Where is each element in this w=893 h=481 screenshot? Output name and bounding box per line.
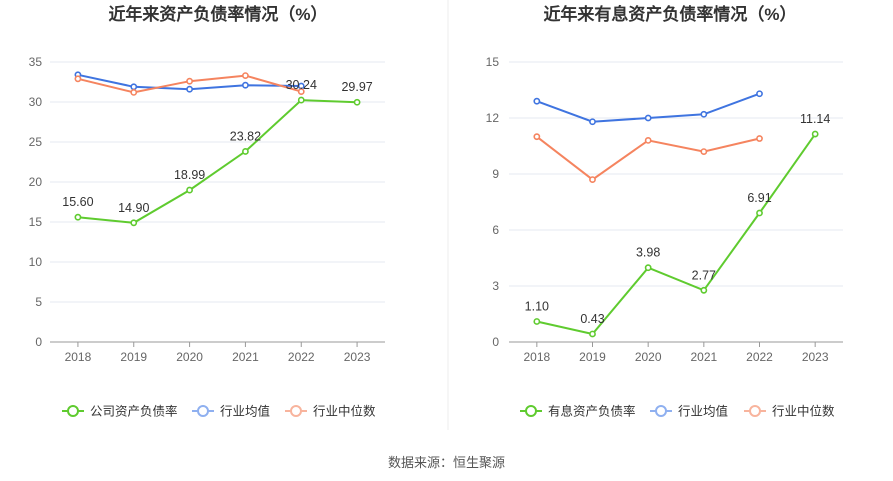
data-label: 23.82 (230, 129, 261, 143)
data-point (242, 81, 249, 89)
legend-label: 有息资产负债率 (548, 404, 636, 419)
series-line (536, 133, 817, 336)
x-tick-label: 2020 (176, 350, 203, 364)
legend-swatch-marker (655, 405, 667, 417)
data-source-note: 数据来源：恒生聚源 (387, 455, 505, 470)
data-point (589, 330, 596, 338)
data-point (74, 75, 82, 83)
data-point (811, 130, 819, 138)
y-tick-label: 5 (35, 295, 42, 309)
x-tick-label: 2019 (120, 350, 147, 364)
chart-panel-2: 近年来有息资产负债率情况（%） 0 3 6 9 12 15 2018 2019 2020 2021 2… (486, 4, 843, 419)
data-point (756, 90, 763, 98)
data-point (297, 96, 305, 104)
data-point (297, 88, 305, 95)
y-tick-label: 9 (492, 167, 499, 181)
data-label: 0.43 (580, 312, 604, 326)
data-label: 14.90 (118, 201, 149, 215)
data-label: 1.10 (525, 299, 549, 313)
data-point (700, 286, 708, 294)
data-point (130, 89, 138, 96)
data-point (756, 209, 763, 217)
data-label: 29.97 (341, 80, 372, 94)
y-tick-label: 15 (29, 215, 43, 229)
data-point (756, 135, 763, 142)
data-point (186, 186, 193, 194)
chart-panel-1: 近年来资产负债率情况（%） 0 5 10 15 20 25 30 35 2018 2019 2020 2… (29, 4, 385, 419)
y-tick-label: 35 (29, 55, 43, 69)
legend-item[interactable]: 有息资产负债率 (520, 404, 636, 419)
y-tick-label: 25 (29, 135, 43, 149)
data-point (533, 133, 541, 141)
x-tick-label: 2018 (65, 350, 92, 364)
legend-item[interactable]: 行业均值 (192, 404, 270, 419)
x-tick-label: 2021 (690, 350, 717, 364)
data-point (353, 98, 361, 106)
y-tick-label: 30 (29, 95, 43, 109)
data-point (533, 97, 541, 105)
x-tick-label: 2018 (523, 350, 550, 364)
data-label: 18.99 (174, 168, 205, 182)
data-point (130, 83, 138, 91)
data-point (589, 118, 596, 126)
data-label: 15.60 (62, 195, 93, 209)
legend-label: 行业中位数 (772, 404, 835, 419)
data-point (644, 264, 652, 272)
data-point (242, 72, 249, 79)
data-point (186, 85, 193, 93)
y-tick-label: 6 (492, 223, 499, 237)
x-tick-label: 2023 (344, 350, 371, 364)
data-point (700, 148, 708, 155)
x-tick-label: 2019 (579, 350, 606, 364)
legend-swatch-marker (67, 405, 79, 417)
chart-title: 近年来资产负债率情况（%） (108, 4, 327, 24)
legend-label: 行业均值 (220, 404, 270, 419)
data-point (242, 148, 249, 155)
data-point (589, 176, 596, 183)
data-label: 30.24 (286, 78, 317, 92)
legend-label: 公司资产负债率 (90, 404, 178, 419)
legend-item[interactable]: 行业中位数 (744, 404, 835, 419)
chart-title: 近年来有息资产负债率情况（%） (543, 4, 796, 24)
y-tick-label: 20 (29, 175, 43, 189)
legend-swatch-marker (525, 405, 537, 417)
data-label: 2.77 (692, 268, 716, 282)
y-tick-label: 0 (492, 335, 499, 349)
data-label: 3.98 (636, 246, 660, 260)
legend-label: 行业均值 (678, 404, 728, 419)
legend-swatch-marker (749, 405, 761, 417)
y-tick-label: 10 (29, 255, 43, 269)
legend-swatch-marker (197, 405, 209, 417)
y-tick-label: 3 (492, 279, 499, 293)
legend-swatch-marker (290, 405, 302, 417)
series-line (77, 99, 358, 224)
x-tick-label: 2020 (635, 350, 662, 364)
legend-item[interactable]: 行业均值 (650, 404, 728, 419)
data-point (644, 136, 652, 144)
data-point (700, 110, 708, 118)
legend-label: 行业中位数 (313, 404, 376, 419)
data-point (644, 114, 652, 122)
x-tick-label: 2022 (746, 350, 773, 364)
data-point (130, 219, 138, 227)
data-label: 11.14 (800, 112, 830, 126)
legend-item[interactable]: 行业中位数 (285, 404, 376, 419)
data-label: 6.91 (747, 191, 771, 205)
data-point (186, 77, 193, 85)
x-tick-label: 2022 (288, 350, 315, 364)
x-tick-label: 2023 (802, 350, 829, 364)
legend-item[interactable]: 公司资产负债率 (62, 404, 178, 419)
y-tick-label: 0 (35, 335, 42, 349)
y-tick-label: 12 (486, 111, 500, 125)
data-point (74, 213, 82, 221)
data-point (533, 318, 541, 325)
y-tick-label: 15 (486, 55, 500, 69)
x-tick-label: 2021 (232, 350, 259, 364)
